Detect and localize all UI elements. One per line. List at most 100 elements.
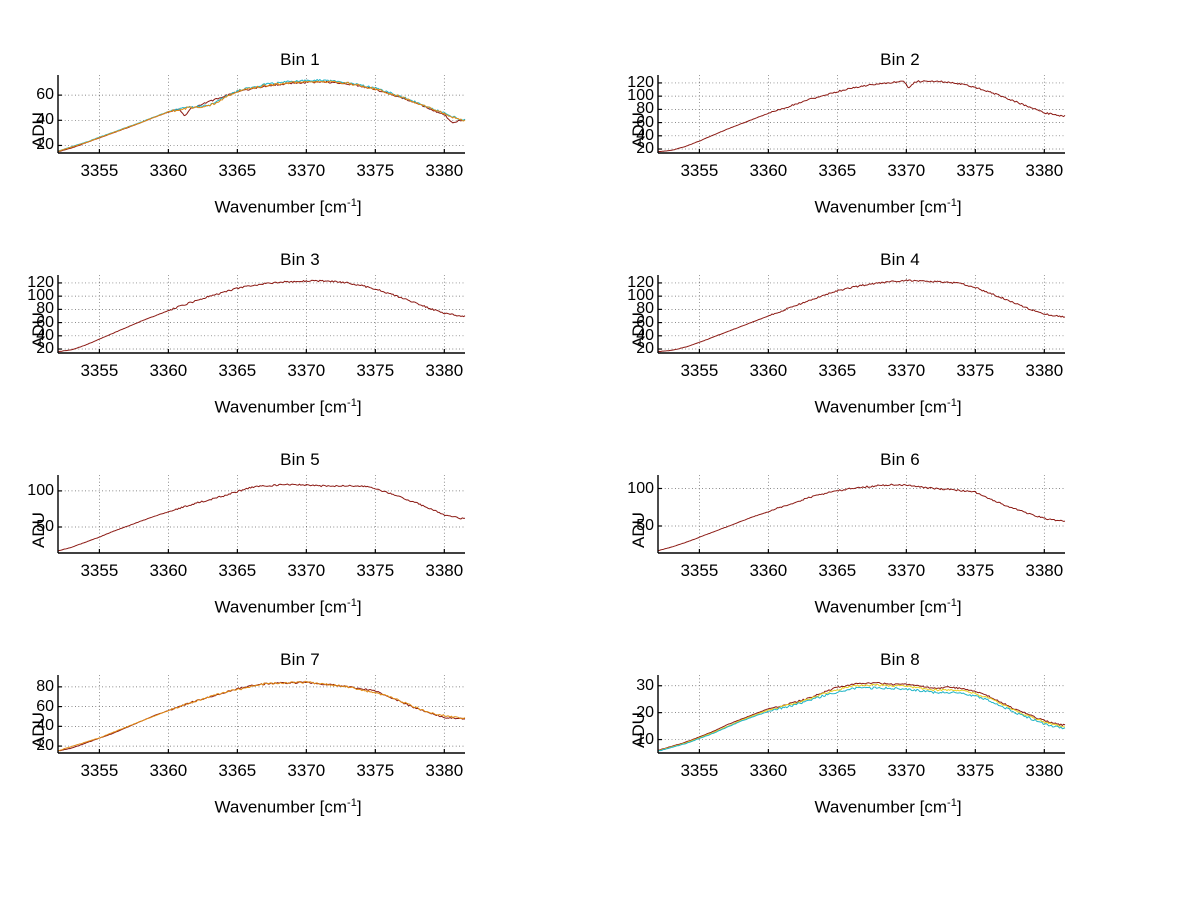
x-tick-label: 3370 xyxy=(887,161,926,180)
tick-label-layer: 20 40 60 80 3355 3360 3365 3370 3375 3380 xyxy=(36,675,465,779)
x-tick-label: 3355 xyxy=(80,161,119,180)
axes-canvas xyxy=(57,275,466,354)
x-tick-label: 3355 xyxy=(680,561,719,580)
y-tick-label: 100 xyxy=(627,287,654,305)
y-tick-label: 10 xyxy=(636,730,654,748)
data-trace xyxy=(657,682,1066,751)
axes-canvas xyxy=(57,75,466,154)
x-tick-label: 3355 xyxy=(680,161,719,180)
plot-area: 50 100 3355 3360 3365 3370 3375 3380 xyxy=(627,475,1066,579)
data-trace xyxy=(57,279,466,353)
x-tick-label: 3380 xyxy=(425,361,464,380)
plot-panel-4: Bin 4 ADU Wavenumber [cm-1] 20 40 60 80 100 120 3… xyxy=(600,242,1200,442)
x-tick-label: 3375 xyxy=(356,761,395,780)
x-axis-label-bracket: ] xyxy=(956,197,962,217)
data-trace xyxy=(657,80,1066,153)
plot-panel-8: Bin 8 ADU Wavenumber [cm-1] 10 20 30 3355 3360 3… xyxy=(600,642,1200,842)
x-tick-label: 3380 xyxy=(1025,761,1064,780)
x-axis-label-exponent: -1 xyxy=(947,197,957,209)
x-tick-label: 3360 xyxy=(749,761,788,780)
x-axis-label: Wavenumber [cm-1] xyxy=(58,197,518,218)
x-tick-label: 3365 xyxy=(818,361,857,380)
x-axis-label: Wavenumber [cm-1] xyxy=(658,397,1118,418)
x-axis-label-main: Wavenumber [cm xyxy=(814,197,948,217)
x-axis-label-main: Wavenumber [cm xyxy=(214,397,348,417)
data-trace xyxy=(657,686,1066,752)
x-axis-label: Wavenumber [cm-1] xyxy=(58,797,518,818)
x-axis-label-exponent: -1 xyxy=(947,597,957,609)
y-tick-label: 100 xyxy=(627,479,654,497)
x-axis-label: Wavenumber [cm-1] xyxy=(658,797,1118,818)
x-tick-label: 3375 xyxy=(356,361,395,380)
x-tick-label: 3380 xyxy=(1025,361,1064,380)
plot-area: 20 40 60 80 100 120 3355 3360 3365 3370 3375 3380 xyxy=(27,274,466,379)
x-axis-label-exponent: -1 xyxy=(947,797,957,809)
y-tick-label: 60 xyxy=(636,113,654,131)
plot-area: 20 40 60 80 100 120 3355 3360 3365 3370 3375 3380 xyxy=(627,74,1066,179)
x-tick-label: 3375 xyxy=(356,161,395,180)
y-tick-label: 50 xyxy=(636,517,654,534)
x-axis-label: Wavenumber [cm-1] xyxy=(58,597,518,618)
y-tick-label: 60 xyxy=(36,86,54,104)
plot-area: 20 40 60 3355 3360 3365 3370 3375 3380 xyxy=(36,75,466,179)
plot-panel-6: Bin 6 ADU Wavenumber [cm-1] 50 100 3355 3360 33… xyxy=(600,442,1200,642)
y-tick-label: 120 xyxy=(27,273,54,291)
x-tick-label: 3375 xyxy=(956,361,995,380)
plot-area: 20 40 60 80 100 120 3355 3360 3365 3370 3375 3380 xyxy=(627,274,1066,379)
x-axis-label-main: Wavenumber [cm xyxy=(214,197,348,217)
tick-label-layer: 10 20 30 3355 3360 3365 3370 3375 3380 xyxy=(636,675,1065,779)
x-axis-label-bracket: ] xyxy=(956,597,962,617)
x-axis-label-bracket: ] xyxy=(956,397,962,417)
x-axis-label-bracket: ] xyxy=(356,197,362,217)
panel-title: Bin 3 xyxy=(280,250,320,269)
x-tick-label: 3375 xyxy=(956,161,995,180)
x-tick-label: 3370 xyxy=(887,361,926,380)
panel-title: Bin 2 xyxy=(880,50,920,69)
x-axis-label-main: Wavenumber [cm xyxy=(814,797,948,817)
y-tick-label: 40 xyxy=(36,111,54,129)
y-tick-label: 40 xyxy=(636,326,654,344)
plot-panel-2: Bin 2 ADU Wavenumber [cm-1] 20 40 60 80 100 120 3… xyxy=(600,42,1200,242)
x-tick-label: 3370 xyxy=(287,761,326,780)
x-axis-label-bracket: ] xyxy=(356,797,362,817)
y-tick-label: 100 xyxy=(27,287,54,305)
x-tick-label: 3355 xyxy=(80,561,119,580)
axes-canvas xyxy=(657,275,1066,354)
x-tick-label: 3380 xyxy=(1025,561,1064,580)
x-tick-label: 3360 xyxy=(749,561,788,580)
y-tick-label: 40 xyxy=(636,126,654,144)
x-tick-label: 3360 xyxy=(149,561,188,580)
plot-panel-3: Bin 3 ADU Wavenumber [cm-1] 20 40 60 80 100 120 3… xyxy=(0,242,600,442)
x-tick-label: 3380 xyxy=(425,561,464,580)
data-trace xyxy=(57,80,466,153)
y-tick-label: 60 xyxy=(636,313,654,331)
x-axis-label-main: Wavenumber [cm xyxy=(814,397,948,417)
x-tick-label: 3355 xyxy=(680,761,719,780)
panel-title: Bin 5 xyxy=(280,450,320,469)
tick-label-layer: 20 40 60 80 100 120 3355 3360 3365 3370 3375 3380 xyxy=(27,274,465,379)
x-axis-label: Wavenumber [cm-1] xyxy=(658,597,1118,618)
plot-panel-7: Bin 7 ADU Wavenumber [cm-1] 20 40 60 80 3355 336… xyxy=(0,642,600,842)
y-tick-label: 60 xyxy=(36,697,54,715)
x-tick-label: 3360 xyxy=(749,361,788,380)
x-tick-label: 3370 xyxy=(887,761,926,780)
x-tick-label: 3360 xyxy=(149,161,188,180)
x-axis-label-main: Wavenumber [cm xyxy=(214,597,348,617)
x-axis-label-bracket: ] xyxy=(956,797,962,817)
data-trace xyxy=(657,483,1066,552)
x-axis-label: Wavenumber [cm-1] xyxy=(58,397,518,418)
y-tick-label: 120 xyxy=(627,73,654,91)
plot-area: 20 40 60 80 3355 3360 3365 3370 3375 3380 xyxy=(36,675,466,779)
x-tick-label: 3355 xyxy=(80,761,119,780)
panel-title: Bin 4 xyxy=(880,250,920,269)
y-tick-label: 40 xyxy=(36,326,54,344)
y-tick-label: 20 xyxy=(636,140,654,158)
data-trace xyxy=(657,683,1066,752)
tick-label-layer: 50 100 3355 3360 3365 3370 3375 3380 xyxy=(27,475,465,579)
x-tick-label: 3355 xyxy=(80,361,119,380)
x-tick-label: 3370 xyxy=(287,561,326,580)
x-tick-label: 3365 xyxy=(218,761,257,780)
y-tick-label: 20 xyxy=(36,340,54,358)
x-axis-label-main: Wavenumber [cm xyxy=(814,597,948,617)
plot-panel-5: Bin 5 ADU Wavenumber [cm-1] 50 100 3355 3360 33… xyxy=(0,442,600,642)
